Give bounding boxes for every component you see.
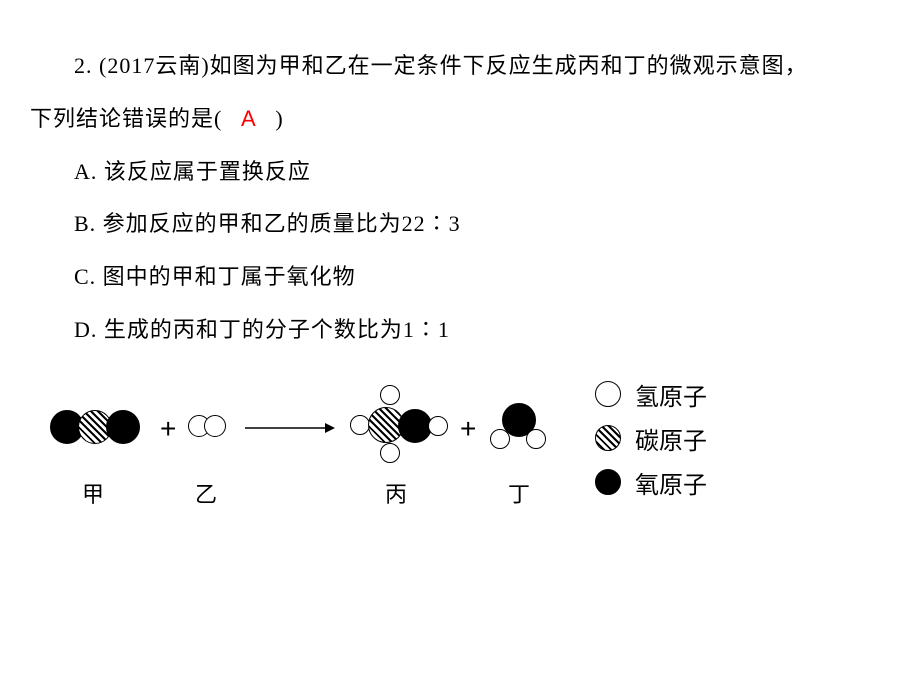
- legend-text: 氧原子: [635, 465, 707, 500]
- label-yi: 乙: [195, 477, 217, 509]
- hydrogen-icon: [595, 381, 621, 407]
- question-line-2: 下列结论错误的是( A ): [30, 93, 890, 146]
- hydrogen-atom: [428, 416, 448, 436]
- question-line-1: 2. (2017云南)如图为甲和乙在一定条件下反应生成丙和丁的微观示意图，: [30, 40, 890, 93]
- line2-suffix: ): [275, 106, 283, 131]
- oxygen-icon: [595, 469, 621, 495]
- option-d: D. 生成的丙和丁的分子个数比为1∶1: [30, 304, 890, 357]
- legend-hydrogen: 氢原子: [595, 377, 707, 412]
- molecule-jia: [50, 407, 150, 447]
- label-jia: 甲: [82, 477, 104, 509]
- option-c: C. 图中的甲和丁属于氧化物: [30, 251, 890, 304]
- oxygen-atom: [106, 410, 140, 444]
- hydrogen-atom: [204, 415, 226, 437]
- label-bing: 丙: [385, 477, 407, 509]
- line2-prefix: 下列结论错误的是(: [30, 106, 222, 131]
- legend-carbon: 碳原子: [595, 421, 707, 456]
- hydrogen-atom: [380, 443, 400, 463]
- option-a: A. 该反应属于置换反应: [30, 146, 890, 199]
- legend-text: 氢原子: [635, 377, 707, 412]
- legend-oxygen: 氧原子: [595, 465, 707, 500]
- oxygen-atom: [398, 409, 432, 443]
- plus-sign-2: +: [460, 413, 476, 445]
- plus-sign-1: +: [160, 413, 176, 445]
- reaction-arrow: [245, 421, 335, 440]
- hydrogen-atom: [526, 429, 546, 449]
- carbon-icon: [595, 425, 621, 451]
- hydrogen-atom: [490, 429, 510, 449]
- molecule-ding: [490, 403, 550, 453]
- hydrogen-atom: [350, 415, 370, 435]
- label-ding: 丁: [508, 477, 530, 509]
- legend-text: 碳原子: [635, 421, 707, 456]
- reaction-diagram: + + 甲 乙 丙 丁 氢原子 碳原子: [30, 367, 890, 557]
- molecule-yi: [188, 415, 238, 443]
- molecule-bing: [350, 385, 460, 475]
- answer-letter: A: [229, 93, 269, 146]
- hydrogen-atom: [380, 385, 400, 405]
- option-b: B. 参加反应的甲和乙的质量比为22∶3: [30, 198, 890, 251]
